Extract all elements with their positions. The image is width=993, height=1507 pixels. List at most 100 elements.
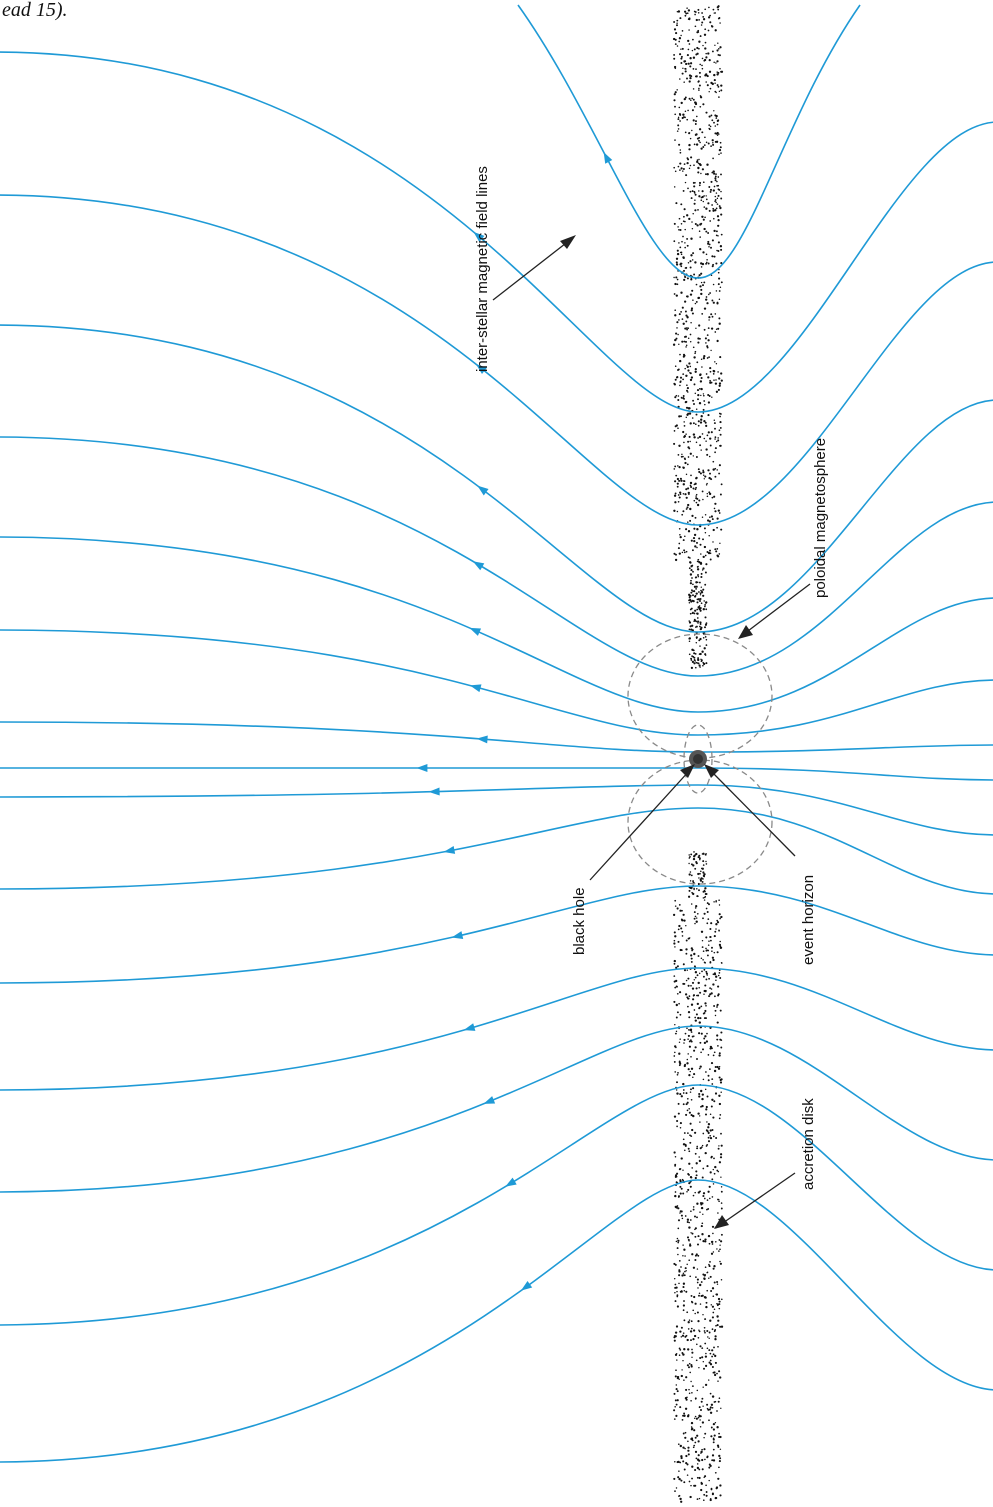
disk-dot (709, 125, 712, 128)
disk-dot (712, 8, 715, 11)
disk-dot (694, 1176, 697, 1180)
disk-dot (708, 492, 712, 496)
disk-dot (673, 186, 676, 188)
disk-dot (699, 543, 702, 546)
disk-dot (693, 1429, 696, 1432)
disk-dot (704, 1342, 707, 1345)
disk-dot (695, 1162, 698, 1165)
disk-dot (712, 263, 715, 266)
disk-dot (703, 1476, 705, 1479)
disk-dot (705, 1040, 709, 1043)
disk-dot (709, 1498, 712, 1502)
disk-dot (695, 588, 697, 590)
disk-dot (705, 1305, 708, 1309)
disk-dot (712, 460, 715, 463)
pointer-interstellar-head (560, 235, 576, 249)
disk-dot (705, 373, 708, 375)
disk-dot (685, 433, 687, 435)
disk-dot (692, 346, 695, 349)
disk-dot (711, 1316, 714, 1319)
disk-dot (686, 7, 688, 9)
disk-dot (691, 624, 694, 627)
pointer-poloidal (743, 583, 811, 635)
disk-dot (718, 969, 721, 972)
disk-dot (699, 666, 701, 668)
disk-dot (682, 1309, 685, 1312)
disk-dot (700, 272, 703, 275)
disk-dot (678, 1002, 680, 1005)
disk-dot (695, 120, 697, 123)
disk-dot (683, 215, 685, 218)
disk-dot (674, 425, 677, 428)
disk-dot (701, 569, 704, 571)
disk-dot (721, 962, 723, 964)
disk-dot (674, 1023, 676, 1026)
disk-dot (696, 160, 699, 164)
disk-dot (675, 294, 678, 297)
disk-dot (684, 242, 686, 244)
disk-dot (700, 449, 702, 451)
disk-dot (674, 314, 677, 317)
disk-dot (678, 904, 681, 906)
disk-dot (694, 976, 697, 979)
disk-dot (695, 441, 698, 444)
disk-dot (718, 929, 720, 931)
disk-dot (702, 864, 705, 866)
disk-dot (673, 552, 676, 555)
disk-dot (716, 1426, 719, 1429)
disk-dot (702, 393, 705, 395)
disk-dot (721, 1298, 723, 1301)
disk-dot (694, 545, 697, 548)
disk-dot (701, 64, 703, 67)
disk-dot (689, 507, 692, 511)
disk-dot (686, 1218, 690, 1221)
disk-dot (704, 337, 707, 340)
disk-dot (674, 365, 677, 367)
label-pointers (492, 235, 811, 1229)
disk-dot (716, 517, 719, 520)
disk-dot (699, 1356, 702, 1360)
disk-dot (694, 1484, 697, 1487)
disk-dot (692, 590, 694, 593)
disk-dot (710, 1105, 713, 1108)
disk-dot (694, 1152, 697, 1155)
disk-dot (692, 1087, 695, 1090)
disk-dot (694, 222, 697, 226)
disk-dot (676, 24, 678, 27)
disk-dot (694, 1235, 697, 1238)
disk-dot (700, 1105, 702, 1108)
disk-dot (701, 516, 704, 519)
disk-dot (710, 327, 714, 330)
disk-dot (682, 1304, 686, 1307)
disk-dot (718, 1065, 721, 1068)
disk-dot (689, 137, 692, 140)
disk-dot (698, 1115, 701, 1117)
field-line-lower-5 (0, 967, 993, 1091)
disk-dot (720, 1132, 722, 1135)
disk-dot (693, 952, 696, 956)
disk-dot (685, 1270, 687, 1272)
disk-dot (714, 1329, 716, 1332)
disk-dot (694, 13, 696, 16)
disk-dot (704, 531, 707, 534)
disk-dot (714, 436, 717, 439)
disk-dot (697, 994, 700, 997)
disk-dot (702, 538, 704, 541)
disk-dot (692, 98, 695, 101)
disk-dot (716, 951, 719, 954)
disk-dot (678, 1041, 681, 1044)
disk-dot (719, 1448, 722, 1451)
disk-dot (687, 187, 689, 190)
disk-dot (675, 1016, 678, 1019)
disk-dot (683, 208, 686, 211)
disk-dot (687, 407, 690, 410)
disk-dot (693, 192, 696, 194)
disk-dot (699, 75, 702, 78)
disk-dot (714, 209, 717, 212)
disk-dot (687, 39, 690, 43)
disk-dot (711, 204, 713, 206)
disk-dot (709, 1265, 711, 1267)
disk-dot (718, 1145, 720, 1147)
disk-dot (714, 125, 717, 127)
disk-dot (709, 14, 711, 17)
